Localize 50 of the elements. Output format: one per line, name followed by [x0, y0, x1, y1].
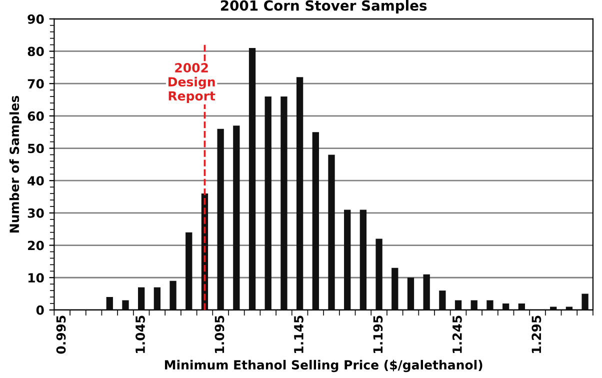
bar: [312, 132, 319, 310]
x-tick-label: 1.295: [532, 316, 542, 353]
y-tick-label: 10: [28, 273, 44, 283]
x-tick-label: 1.145: [294, 316, 304, 353]
y-tick-label: 80: [28, 46, 44, 56]
bar: [566, 306, 573, 310]
bar: [454, 300, 462, 310]
x-tick-label: 0.995: [56, 316, 66, 354]
bar: [248, 48, 256, 310]
x-axis-title: Minimum Ethanol Selling Price ($/galethanol): [164, 360, 482, 372]
bar: [423, 274, 430, 310]
chart-title: 2001 Corn Stover Samples: [220, 0, 427, 14]
bar: [360, 210, 367, 310]
bar: [407, 278, 414, 310]
y-tick-label: 40: [28, 176, 44, 186]
bar: [280, 96, 288, 310]
bar: [470, 300, 478, 310]
bar: [582, 294, 588, 310]
y-tick-label: 20: [28, 240, 44, 250]
bar: [439, 290, 446, 310]
x-tick-label: 1.245: [452, 316, 462, 353]
bar: [154, 287, 161, 310]
bar: [217, 128, 224, 310]
y-tick-label: 70: [28, 79, 44, 89]
y-tick-label: 90: [28, 14, 44, 24]
bar: [138, 287, 145, 310]
bar: [122, 300, 129, 310]
bar: [170, 280, 176, 310]
y-axis-title: Number of Samples: [9, 96, 22, 232]
bar: [186, 232, 192, 310]
bar: [518, 303, 525, 310]
y-tick-label: 60: [28, 111, 44, 121]
bar: [296, 77, 304, 310]
y-tick-label: 50: [28, 144, 44, 154]
y-tick-label: 0: [36, 305, 44, 315]
bar: [486, 300, 494, 310]
bar: [264, 96, 272, 310]
bar: [233, 126, 240, 310]
x-tick-label: 1.045: [136, 316, 145, 353]
x-tick-label: 1.195: [373, 316, 383, 353]
bar: [106, 297, 113, 310]
bar: [502, 303, 510, 310]
y-tick-label: 30: [28, 208, 44, 218]
bar: [328, 154, 335, 310]
annotation: 2002 Design Report: [168, 63, 216, 104]
x-tick-label: 1.095: [214, 316, 224, 353]
bar: [550, 306, 557, 310]
bar: [344, 210, 351, 310]
bar: [392, 268, 398, 310]
bar: [376, 238, 382, 310]
